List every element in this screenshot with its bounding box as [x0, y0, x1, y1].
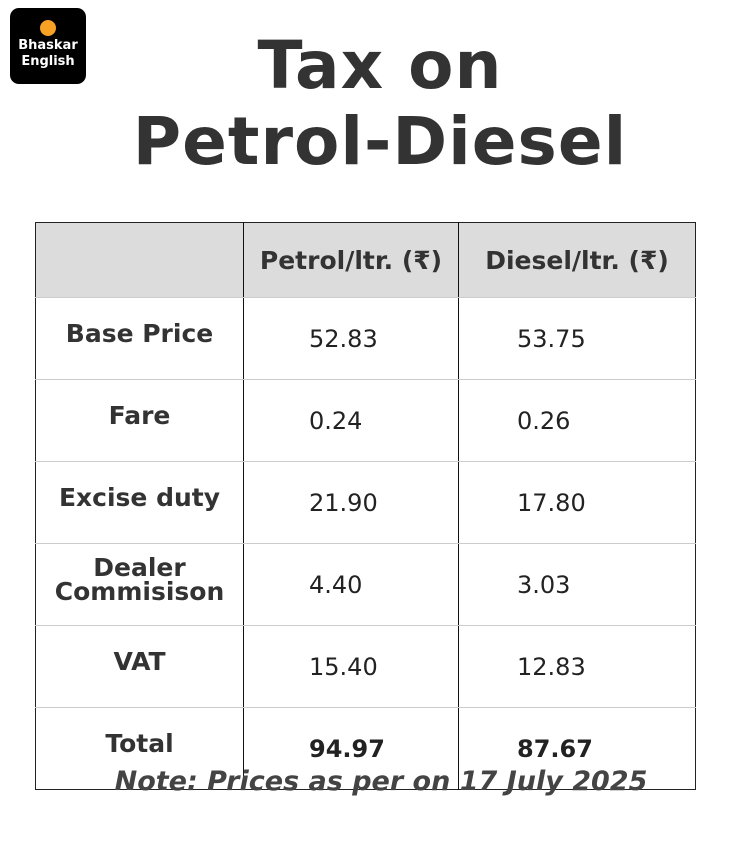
- diesel-value: 17.80: [458, 461, 696, 544]
- title-line2: Petrol-Diesel: [132, 103, 628, 180]
- petrol-value: 15.40: [243, 625, 459, 708]
- diesel-value: 3.03: [458, 543, 696, 626]
- header-petrol: Petrol/ltr. (₹): [243, 222, 459, 298]
- table-row: VAT 15.40 12.83: [35, 625, 696, 708]
- petrol-value: 4.40: [243, 543, 459, 626]
- table-row: Fare 0.24 0.26: [35, 379, 696, 462]
- table-row: Dealer Commisison 4.40 3.03: [35, 543, 696, 626]
- header-diesel: Diesel/ltr. (₹): [458, 222, 696, 298]
- row-label: Fare: [35, 379, 244, 462]
- row-label: Excise duty: [35, 461, 244, 544]
- page-title: Tax on Petrol-Diesel: [0, 28, 730, 180]
- header-empty: [35, 222, 244, 298]
- logo-dot: [40, 20, 56, 36]
- row-label: Dealer Commisison: [35, 543, 244, 626]
- logo-text-line1: Bhaskar: [18, 38, 78, 53]
- diesel-value: 87.67: [517, 734, 593, 763]
- petrol-value: 21.90: [243, 461, 459, 544]
- diesel-value: 0.26: [458, 379, 696, 462]
- tax-table: Petrol/ltr. (₹) Diesel/ltr. (₹) Base Pri…: [35, 222, 696, 790]
- table-header-row: Petrol/ltr. (₹) Diesel/ltr. (₹): [35, 222, 696, 298]
- row-label: VAT: [35, 625, 244, 708]
- note: Note: Prices as per on 17 July 2025: [114, 766, 648, 797]
- petrol-value: 52.83: [243, 297, 459, 380]
- table-row: Base Price 52.83 53.75: [35, 297, 696, 380]
- diesel-value: 53.75: [458, 297, 696, 380]
- table-row: Excise duty 21.90 17.80: [35, 461, 696, 544]
- title-line1: Tax on: [257, 27, 503, 104]
- petrol-value: 94.97: [243, 707, 459, 790]
- bhaskar-english-logo: Bhaskar English: [10, 8, 86, 84]
- logo-text-line2: English: [21, 54, 75, 69]
- diesel-value: 12.83: [458, 625, 696, 708]
- table-row: Total 94.97 87.67: [35, 707, 696, 790]
- petrol-value: 0.24: [243, 379, 459, 462]
- row-label: Base Price: [35, 297, 244, 380]
- row-label: Total: [35, 707, 244, 790]
